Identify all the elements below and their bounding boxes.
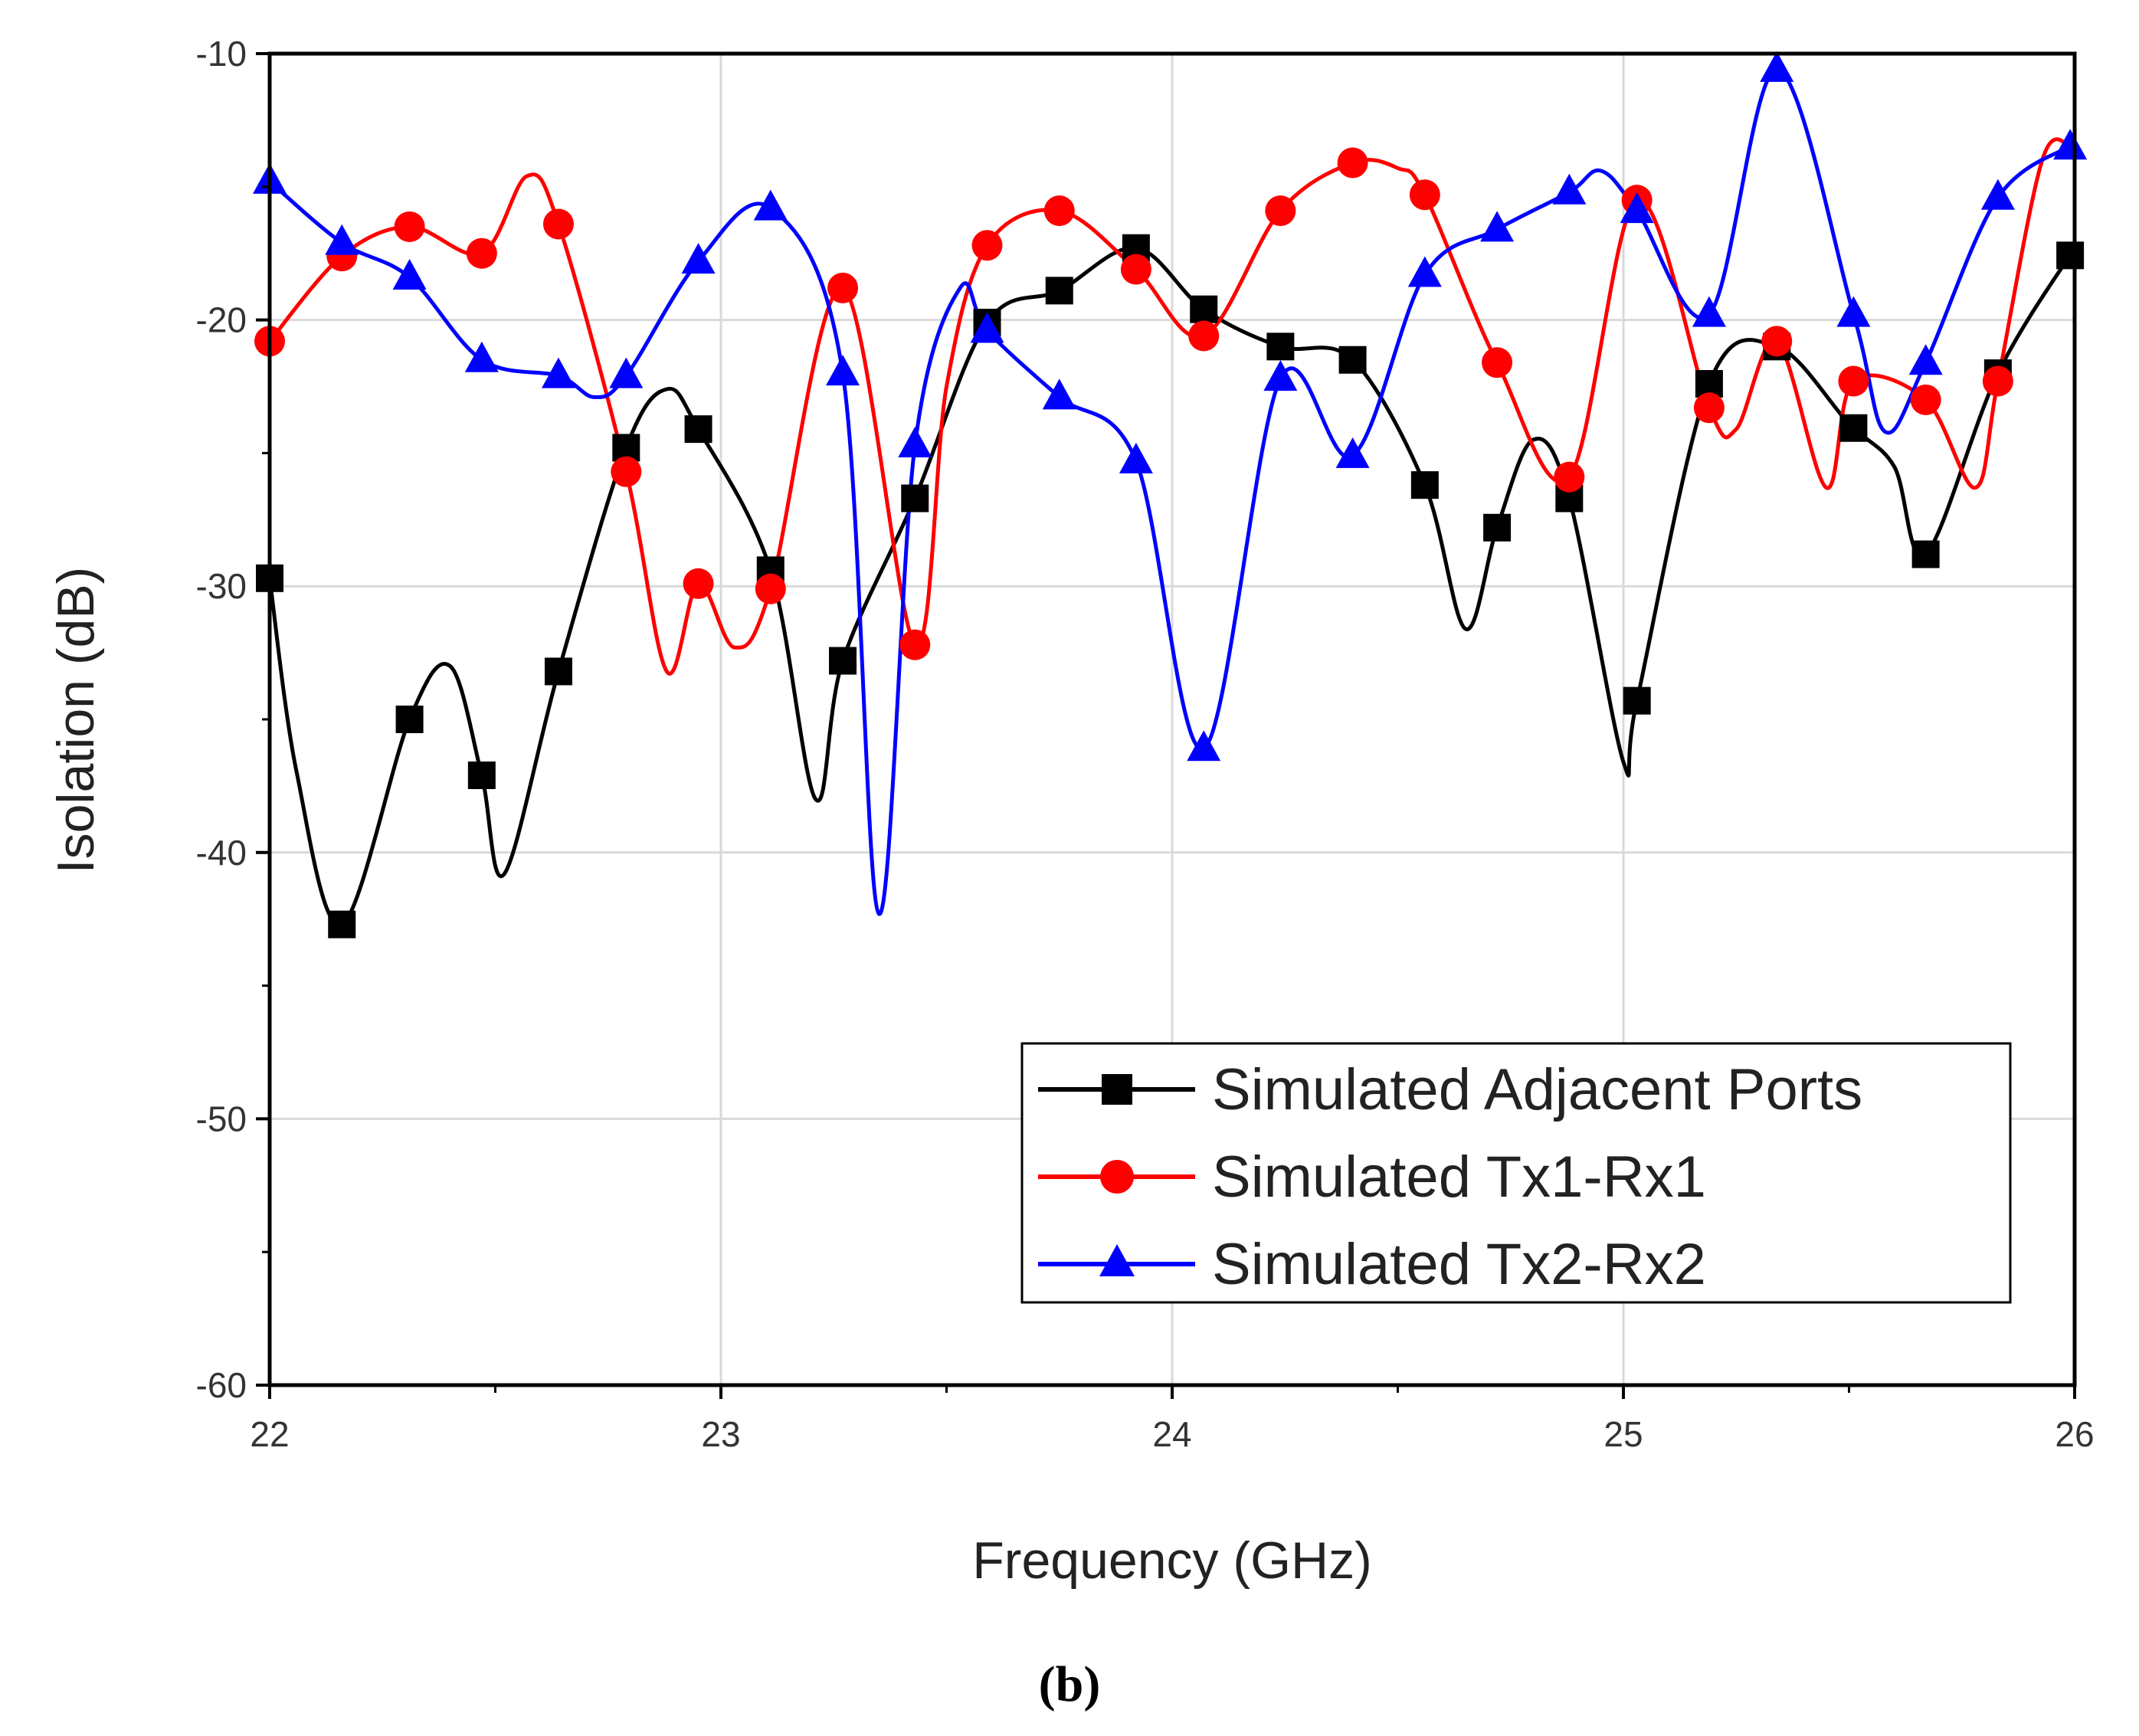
marker-tx1rx1 [971, 230, 1003, 261]
marker-tx2rx2 [464, 341, 499, 372]
marker-adjacent [829, 647, 857, 675]
legend-label-adjacent: Simulated Adjacent Ports [1212, 1057, 1862, 1122]
marker-adjacent [1483, 513, 1512, 542]
marker-adjacent [1623, 686, 1651, 715]
marker-adjacent [684, 415, 712, 444]
marker-tx1rx1 [1982, 365, 2013, 397]
x-tick-label: 22 [250, 1414, 289, 1454]
marker-tx2rx2 [325, 224, 359, 255]
marker-adjacent [467, 761, 496, 789]
marker-tx1rx1 [542, 208, 574, 240]
marker-tx1rx1 [1337, 147, 1368, 179]
y-tick-label: -60 [196, 1365, 247, 1405]
legend-entry-tx1rx1: Simulated Tx1-Rx1 [1038, 1145, 1706, 1210]
x-tick-label: 26 [2055, 1414, 2094, 1454]
y-axis-title: Isolation (dB) [47, 567, 105, 874]
marker-tx2rx2 [1263, 360, 1298, 391]
marker-tx1rx1 [394, 211, 425, 242]
marker-tx2rx2 [1760, 51, 1794, 82]
marker-tx2rx2 [1980, 179, 2015, 210]
marker-tx2rx2 [1836, 296, 1871, 327]
y-tick-label: -10 [196, 34, 247, 74]
marker-tx2rx2 [1119, 442, 1153, 473]
y-tick-label: -40 [196, 833, 247, 873]
marker-tx1rx1 [899, 629, 931, 660]
marker-tx1rx1 [683, 568, 714, 599]
marker-adjacent [1839, 414, 1868, 442]
marker-adjacent [1410, 471, 1439, 500]
marker-tx2rx2 [541, 357, 575, 388]
marker-tx1rx1 [827, 272, 859, 303]
marker-tx2rx2 [1187, 730, 1221, 762]
marker-tx2rx2 [898, 426, 932, 457]
legend-box [1020, 1042, 2012, 1304]
legend: Simulated Adjacent Ports Simulated Tx1-R… [1020, 1042, 2012, 1304]
marker-tx2rx2 [1692, 296, 1726, 327]
marker-tx1rx1 [1409, 179, 1440, 211]
marker-tx2rx2 [392, 258, 427, 290]
marker-tx2rx2 [753, 189, 788, 221]
legend-entry-adjacent: Simulated Adjacent Ports [1038, 1057, 1862, 1122]
marker-tx2rx2 [1407, 256, 1442, 287]
marker-tx2rx2 [970, 312, 1004, 343]
marker-tx1rx1 [611, 456, 642, 487]
marker-tx1rx1 [1554, 461, 1585, 493]
x-tick-label: 25 [1603, 1414, 1643, 1454]
marker-tx2rx2 [1042, 378, 1076, 410]
marker-tx2rx2 [1908, 344, 1943, 375]
marker-tx2rx2 [609, 357, 644, 388]
legend-entry-tx2rx2: Simulated Tx2-Rx2 [1038, 1232, 1706, 1297]
marker-tx1rx1 [1043, 195, 1075, 227]
x-tick-label: 23 [701, 1414, 740, 1454]
y-tick-label: -30 [196, 566, 247, 606]
series-line-tx1rx1 [270, 137, 2075, 676]
legend-label-tx2rx2: Simulated Tx2-Rx2 [1212, 1232, 1706, 1297]
marker-adjacent [1045, 277, 1073, 305]
marker-tx1rx1 [1910, 384, 1941, 415]
marker-tx2rx2 [826, 355, 860, 386]
y-tick-label: -20 [196, 300, 247, 340]
marker-adjacent [328, 910, 356, 938]
figure-caption: (b) [1039, 1656, 1101, 1712]
y-tick-label: -50 [196, 1099, 247, 1138]
marker-tx2rx2 [2053, 129, 2088, 160]
marker-adjacent [1190, 295, 1218, 323]
series-markers [253, 51, 2088, 938]
legend-marker-tx2rx2 [1099, 1244, 1135, 1276]
legend-marker-adjacent [1102, 1074, 1132, 1105]
marker-tx1rx1 [1838, 365, 1869, 397]
marker-tx1rx1 [1265, 195, 1296, 227]
marker-adjacent [1911, 540, 1940, 568]
axis-ticks: -60 -50 -40 -30 -20 -10 22 23 24 25 26 [196, 34, 2095, 1454]
legend-label-tx1rx1: Simulated Tx1-Rx1 [1212, 1145, 1706, 1210]
marker-tx1rx1 [1482, 347, 1513, 378]
marker-tx2rx2 [1480, 211, 1515, 242]
marker-tx2rx2 [1552, 173, 1587, 205]
marker-tx1rx1 [1761, 326, 1793, 357]
marker-adjacent [395, 706, 424, 733]
marker-adjacent [2056, 241, 2085, 270]
legend-marker-tx1rx1 [1100, 1160, 1134, 1194]
marker-adjacent [901, 484, 929, 513]
marker-adjacent [1266, 332, 1295, 361]
marker-tx1rx1 [1693, 392, 1725, 424]
marker-tx2rx2 [681, 243, 716, 274]
marker-tx1rx1 [1188, 320, 1220, 352]
marker-tx1rx1 [755, 573, 786, 604]
marker-tx1rx1 [466, 237, 497, 269]
x-axis-title: Frequency (GHz) [972, 1531, 1371, 1590]
marker-tx1rx1 [1120, 254, 1151, 285]
x-tick-label: 24 [1152, 1414, 1191, 1454]
marker-adjacent [1338, 346, 1367, 374]
marker-tx2rx2 [1335, 437, 1370, 468]
marker-tx2rx2 [1620, 192, 1654, 224]
marker-adjacent [544, 657, 572, 686]
